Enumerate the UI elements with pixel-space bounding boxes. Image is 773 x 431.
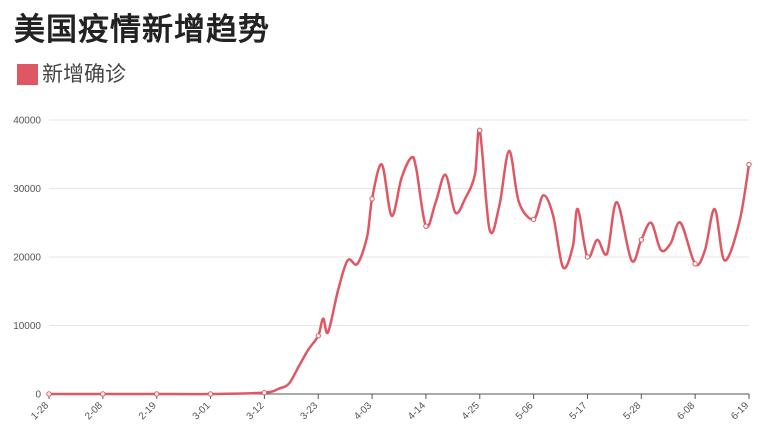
data-point-3-12: [261, 389, 268, 396]
data-point-1-28: [46, 391, 52, 397]
x-tick-label-2-08: 2-08: [83, 400, 105, 422]
legend[interactable]: 新增确诊: [17, 60, 126, 88]
data-point-6-19: [746, 161, 752, 168]
x-tick-label-5-17: 5-17: [568, 400, 590, 422]
data-point-5-17: [584, 254, 591, 260]
data-point-4-03: [369, 196, 375, 202]
plot-area: [46, 127, 752, 397]
legend-swatch: [17, 63, 38, 85]
data-point-2-19: [153, 391, 160, 397]
data-point-3-01: [207, 391, 214, 397]
y-tick-label-20000: 20000: [13, 253, 41, 264]
x-tick-label-2-19: 2-19: [137, 400, 159, 422]
x-axis: 1-28 2-08 2-19 3-01 3-12 3-23 4-03 4-14 4-25 5-06…: [29, 393, 751, 422]
data-point-2-08: [100, 391, 106, 397]
chart-title: 美国疫情新增趋势: [14, 12, 270, 48]
data-point-5-28: [638, 237, 645, 243]
x-tick-label-1-28: 1-28: [29, 400, 51, 422]
y-tick-label-40000: 40000: [13, 116, 41, 127]
x-tick-label-5-28: 5-28: [621, 400, 643, 422]
x-tick-label-3-01: 3-01: [191, 400, 213, 422]
x-tick-label-4-25: 4-25: [460, 400, 482, 422]
y-axis: 0 10000 20000 30000 40000: [13, 116, 41, 401]
x-tick-label-5-06: 5-06: [514, 400, 536, 422]
data-point-6-08: [692, 261, 698, 267]
y-tick-label-0: 0: [35, 390, 41, 401]
data-point-4-14: [423, 223, 429, 229]
data-point-3-23: [315, 333, 321, 339]
data-point-4-25: [477, 127, 483, 133]
legend-label-new-confirmed: 新增确诊: [42, 62, 126, 86]
y-tick-label-10000: 10000: [13, 321, 41, 332]
x-tick-label-3-12: 3-12: [245, 400, 267, 422]
x-tick-label-6-19: 6-19: [729, 400, 751, 422]
x-tick-label-3-23: 3-23: [298, 400, 320, 422]
x-tick-label-4-03: 4-03: [352, 400, 374, 422]
data-point-5-06: [530, 216, 537, 223]
x-tick-label-4-14: 4-14: [406, 400, 428, 422]
y-tick-label-30000: 30000: [13, 184, 41, 195]
x-tick-label-6-08: 6-08: [675, 400, 697, 422]
series-line-new-confirmed: [49, 127, 751, 396]
grid-lines: [49, 119, 749, 326]
